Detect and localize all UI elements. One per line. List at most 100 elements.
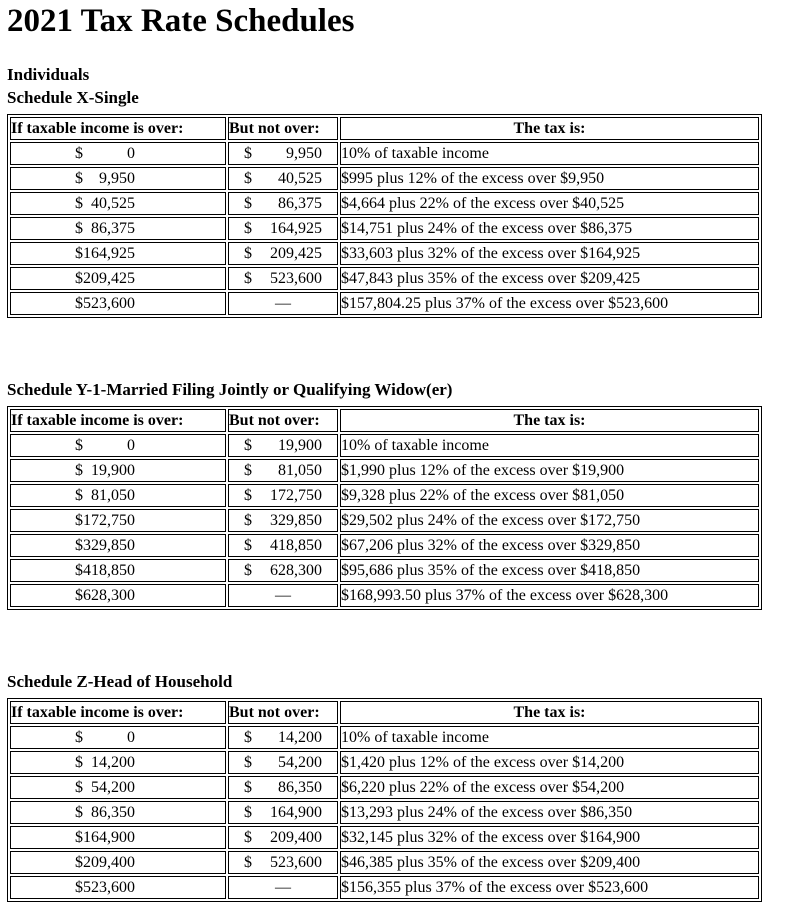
not-over-cell: $523,600 (228, 851, 338, 874)
schedule-y1-heading: Schedule Y-1-Married Filing Jointly or Q… (7, 380, 453, 399)
table-row: $628,300 — $168,993.50 plus 37% of the exc… (10, 584, 759, 607)
amount: $209,425 (244, 243, 322, 264)
amount-value: 86,350 (91, 804, 135, 821)
col-header-not-over: But not over: (228, 701, 338, 724)
section-headings: Schedule Y-1-Married Filing Jointly or Q… (7, 378, 794, 401)
col-header-income-over: If taxable income is over: (10, 701, 226, 724)
amount-value: 329,850 (83, 537, 135, 554)
dollar-sign: $ (75, 804, 83, 821)
amount: $628,300 (75, 585, 135, 606)
dollar-sign: $ (244, 512, 252, 529)
col-header-tax: The tax is: (340, 409, 759, 432)
amount: $9,950 (244, 143, 322, 164)
header-row: If taxable income is over: But not over:… (10, 701, 759, 724)
amount-value: 19,900 (278, 437, 322, 454)
dollar-sign: $ (244, 270, 252, 287)
dollar-sign: $ (75, 729, 83, 746)
table-row: $0 $9,950 10% of taxable income (10, 142, 759, 165)
not-over-cell: $40,525 (228, 167, 338, 190)
tax-formula-cell: $168,993.50 plus 37% of the excess over … (340, 584, 759, 607)
income-over-cell: $0 (10, 726, 226, 749)
table-row: $19,900 $81,050 $1,990 plus 12% of the exc… (10, 459, 759, 482)
amount: $14,200 (244, 727, 322, 748)
income-over-cell: $86,350 (10, 801, 226, 824)
dollar-sign: $ (75, 487, 83, 504)
income-over-cell: $164,925 (10, 242, 226, 265)
amount-value: 209,425 (83, 270, 135, 287)
amount: $14,200 (75, 752, 135, 773)
tax-formula-cell: $14,751 plus 24% of the excess over $86,… (340, 217, 759, 240)
tax-formula-cell: 10% of taxable income (340, 142, 759, 165)
amount: $628,300 (244, 560, 322, 581)
amount-value: 329,850 (270, 512, 322, 529)
tax-table-x-single: If taxable income is over: But not over:… (7, 114, 762, 318)
not-over-cell: — (228, 584, 338, 607)
col-header-income-over: If taxable income is over: (10, 409, 226, 432)
tax-table-z-head-of-household: If taxable income is over: But not over:… (7, 698, 762, 902)
dollar-sign: $ (244, 245, 252, 262)
not-over-cell: — (228, 292, 338, 315)
tax-formula-cell: $46,385 plus 35% of the excess over $209… (340, 851, 759, 874)
dollar-sign: $ (75, 829, 83, 846)
not-over-cell: $86,375 (228, 192, 338, 215)
amount-value: 86,350 (278, 779, 322, 796)
amount: $19,900 (75, 460, 135, 481)
dollar-sign: $ (244, 754, 252, 771)
amount-value: 418,850 (83, 562, 135, 579)
table-row: $418,850 $628,300 $95,686 plus 35% of the … (10, 559, 759, 582)
amount: $209,400 (75, 852, 135, 873)
not-over-cell: $628,300 (228, 559, 338, 582)
amount-value: 523,600 (270, 854, 322, 871)
income-over-cell: $523,600 (10, 876, 226, 899)
tax-formula-cell: $13,293 plus 24% of the excess over $86,… (340, 801, 759, 824)
not-over-cell: $172,750 (228, 484, 338, 507)
income-over-cell: $86,375 (10, 217, 226, 240)
amount-value: 0 (127, 145, 135, 162)
table-row: $164,925 $209,425 $33,603 plus 32% of the … (10, 242, 759, 265)
tax-formula-cell: $156,355 plus 37% of the excess over $52… (340, 876, 759, 899)
dollar-sign: $ (75, 779, 83, 796)
amount-value: 40,525 (278, 170, 322, 187)
amount: $523,600 (75, 293, 135, 314)
amount-value: 86,375 (91, 220, 135, 237)
amount-value: 164,900 (270, 804, 322, 821)
table-row: $523,600 — $157,804.25 plus 37% of the exc… (10, 292, 759, 315)
not-over-cell: $9,950 (228, 142, 338, 165)
income-over-cell: $164,900 (10, 826, 226, 849)
no-upper-limit-dash: — (275, 879, 291, 896)
not-over-cell: $19,900 (228, 434, 338, 457)
amount-value: 209,400 (83, 854, 135, 871)
amount: $164,925 (244, 218, 322, 239)
tax-formula-cell: 10% of taxable income (340, 434, 759, 457)
dollar-sign: $ (75, 295, 83, 312)
amount-value: 0 (127, 729, 135, 746)
amount-value: 54,200 (91, 779, 135, 796)
section-schedule-y1: Schedule Y-1-Married Filing Jointly or Q… (7, 378, 794, 610)
not-over-cell: $81,050 (228, 459, 338, 482)
amount-value: 81,050 (91, 487, 135, 504)
amount-value: 40,525 (91, 195, 135, 212)
table-row: $86,350 $164,900 $13,293 plus 24% of the e… (10, 801, 759, 824)
amount-value: 164,925 (83, 245, 135, 262)
amount-value: 14,200 (278, 729, 322, 746)
amount-value: 209,425 (270, 245, 322, 262)
dollar-sign: $ (75, 537, 83, 554)
amount: $40,525 (75, 193, 135, 214)
dollar-sign: $ (75, 245, 83, 262)
income-over-cell: $19,900 (10, 459, 226, 482)
amount-value: 9,950 (286, 145, 322, 162)
income-over-cell: $418,850 (10, 559, 226, 582)
amount-value: 81,050 (278, 462, 322, 479)
income-over-cell: $329,850 (10, 534, 226, 557)
tax-formula-cell: $1,990 plus 12% of the excess over $19,9… (340, 459, 759, 482)
dollar-sign: $ (75, 754, 83, 771)
amount: $329,850 (244, 510, 322, 531)
col-header-tax: The tax is: (340, 701, 759, 724)
dollar-sign: $ (75, 854, 83, 871)
table-row: $209,425 $523,600 $47,843 plus 35% of the … (10, 267, 759, 290)
page-title: 2021 Tax Rate Schedules (7, 3, 355, 39)
income-over-cell: $14,200 (10, 751, 226, 774)
no-upper-limit-dash: — (275, 295, 291, 312)
income-over-cell: $40,525 (10, 192, 226, 215)
